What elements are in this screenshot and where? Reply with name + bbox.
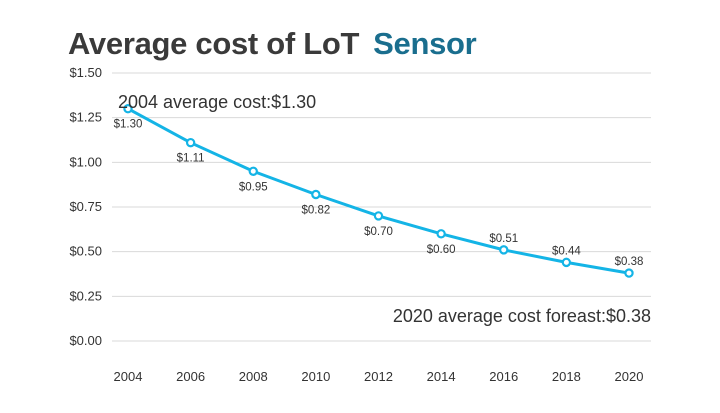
data-label: $0.70: [364, 226, 393, 238]
data-point: [311, 189, 321, 200]
x-tick-label: 2006: [176, 369, 205, 384]
data-label: $0.44: [552, 245, 581, 257]
data-label: $0.51: [489, 233, 518, 245]
data-label: $1.30: [114, 119, 143, 131]
x-tick-label: 2008: [239, 369, 268, 384]
chart-title-main: Average cost of LoT: [68, 26, 360, 61]
data-point: [624, 268, 634, 278]
x-tick-label: 2014: [427, 369, 456, 384]
data-label: $0.60: [427, 244, 456, 256]
chart-title: Average cost of LoT Sensor: [68, 26, 477, 62]
data-label: $0.38: [615, 256, 644, 268]
data-point: [248, 166, 258, 176]
grid-lines: [112, 72, 651, 342]
data-point: [373, 211, 384, 221]
data-label: $1.11: [177, 153, 205, 165]
y-tick-label: $0.50: [69, 244, 102, 259]
data-label: $0.82: [301, 204, 330, 216]
x-tick-label: 2012: [364, 369, 393, 384]
x-tick-label: 2018: [552, 369, 581, 384]
x-tick-label: 2004: [114, 369, 143, 384]
data-point: [185, 137, 196, 148]
y-tick-label: $1.25: [69, 110, 102, 125]
x-axis-ticks: 2004 2006 2008 2010 2012 2014 2016 2018 2020: [114, 369, 644, 384]
x-tick-label: 2016: [489, 369, 518, 384]
annotation-start: 2004 average cost:$1.30: [118, 92, 316, 112]
x-tick-label: 2010: [301, 369, 330, 384]
annotation-end: 2020 average cost foreast:$0.38: [393, 306, 651, 326]
data-point: [499, 245, 509, 255]
y-axis-ticks: $0.00 $0.25 $0.50 $0.75 $1.00 $1.25 $1.50: [69, 65, 102, 348]
y-tick-label: $1.00: [69, 154, 102, 169]
data-label: $0.95: [239, 181, 268, 193]
y-tick-label: $0.25: [69, 288, 102, 303]
data-points: [123, 104, 634, 278]
chart-subtitle: Sensor: [373, 26, 477, 61]
data-labels: $1.30 $1.11 $0.95 $0.82 $0.70 $0.60 $0.51 $0.44…: [114, 119, 644, 268]
y-tick-label: $0.75: [69, 199, 102, 214]
data-point: [561, 257, 572, 268]
data-point: [436, 229, 446, 239]
x-tick-label: 2020: [615, 369, 644, 384]
data-point: [123, 104, 133, 114]
y-tick-label: $1.50: [69, 65, 102, 80]
y-tick-label: $0.00: [69, 333, 102, 348]
